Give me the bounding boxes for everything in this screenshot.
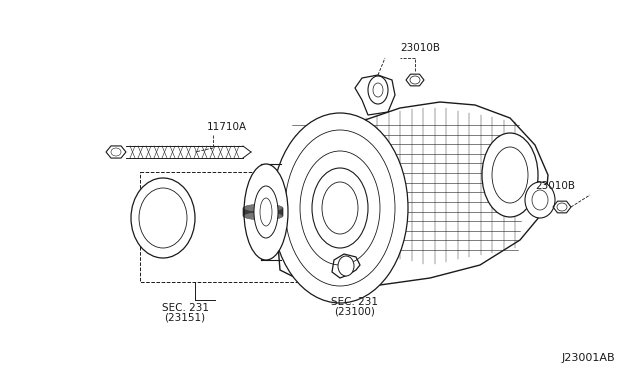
Ellipse shape [254,186,278,238]
Text: J23001AB: J23001AB [561,353,615,363]
Ellipse shape [131,178,195,258]
Text: SEC. 231: SEC. 231 [161,303,209,313]
Ellipse shape [312,168,368,248]
Text: 11710A: 11710A [207,122,247,132]
Ellipse shape [272,113,408,303]
Ellipse shape [368,76,388,104]
Text: (23100): (23100) [335,307,376,317]
Text: 23010B: 23010B [535,181,575,191]
Text: 23010B: 23010B [400,43,440,53]
Bar [140,172,355,282]
Ellipse shape [338,256,354,276]
Ellipse shape [525,182,555,218]
Ellipse shape [244,164,288,260]
Text: (23151): (23151) [164,313,205,323]
Polygon shape [106,146,126,158]
Ellipse shape [482,133,538,217]
Text: SEC. 231: SEC. 231 [332,297,378,307]
